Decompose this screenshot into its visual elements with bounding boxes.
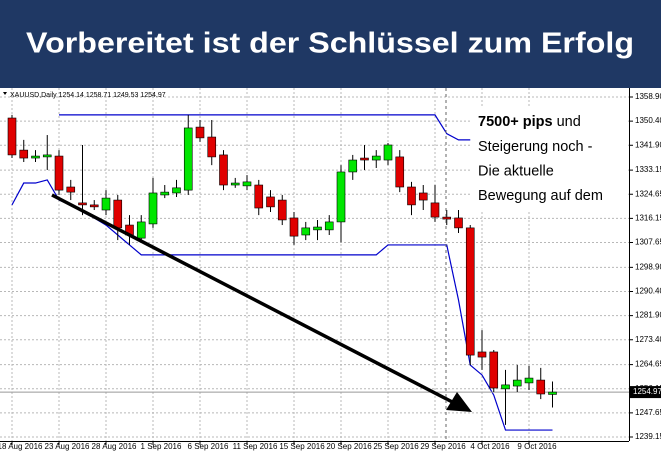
channel-line <box>59 114 471 141</box>
annotation-bg <box>470 106 628 210</box>
candle-body <box>242 181 252 187</box>
candle-body <box>301 227 311 236</box>
candle-body <box>54 155 64 191</box>
candle-body <box>418 192 428 201</box>
y-tick-label: 1316.15 <box>635 213 661 222</box>
candle-body <box>371 155 381 161</box>
annotation-line: 7500+ pips und <box>478 114 581 130</box>
y-tick-label: 1290.40 <box>635 287 661 296</box>
candle-body <box>277 199 287 221</box>
candle-body <box>195 126 205 139</box>
candle-body <box>548 391 557 395</box>
candle-body <box>219 154 228 186</box>
candle-body <box>183 127 193 191</box>
y-tick-label: 1239.15 <box>635 432 661 441</box>
annotation-line: Steigerung noch - <box>478 139 593 155</box>
candle-body <box>477 351 487 358</box>
x-tick-label: 6 Sep 2016 <box>188 442 229 451</box>
y-tick-label: 1333.15 <box>635 165 661 174</box>
x-tick-label: 28 Aug 2016 <box>92 442 137 451</box>
plot-layer: 7500+ pips und Steigerung noch - Die aktue… <box>0 88 629 441</box>
x-tick-label: 29 Sep 2016 <box>420 442 466 451</box>
y-tick-label: 1273.40 <box>635 335 661 344</box>
candle-body <box>230 182 240 186</box>
candle-body <box>324 221 334 231</box>
y-tick-label: 1358.90 <box>635 92 661 101</box>
annotation-bold: 7500+ pips <box>478 114 553 130</box>
candle-body <box>454 217 463 229</box>
candle-body <box>254 184 264 209</box>
candle-body <box>289 217 299 237</box>
y-tick-label: 1281.90 <box>635 311 661 320</box>
candle-body <box>7 117 17 156</box>
x-tick-label: 1 Sep 2016 <box>141 442 182 451</box>
candle-body <box>42 154 52 158</box>
x-tick-label: 20 Sep 2016 <box>326 442 372 451</box>
candle-body <box>336 171 346 223</box>
y-tick-label: 1298.90 <box>635 262 661 271</box>
y-tick-label: 1247.65 <box>635 408 661 417</box>
x-tick-label: 18 Aug 2016 <box>0 442 43 451</box>
candle-body <box>19 149 29 159</box>
candle-body <box>395 156 405 188</box>
x-tick-label: 4 Oct 2016 <box>470 442 510 451</box>
x-tick-label: 11 Sep 2016 <box>233 442 278 451</box>
x-tick-label: 25 Sep 2016 <box>373 442 419 451</box>
candle-body <box>313 226 322 231</box>
candle-body <box>160 191 170 196</box>
symbol-marker <box>3 92 7 95</box>
candle-body <box>360 157 369 161</box>
x-tick-label: 15 Sep 2016 <box>279 442 325 451</box>
y-tick-label: 1341.90 <box>635 140 661 149</box>
candle-body <box>383 144 393 161</box>
x-tick-label: 23 Aug 2016 <box>45 442 90 451</box>
candle-body <box>136 221 146 239</box>
banner <box>0 0 661 88</box>
y-tick-label: 1350.40 <box>635 116 661 125</box>
y-tick-label: 1307.65 <box>635 238 661 247</box>
y-tick-label: 1324.65 <box>635 189 661 198</box>
candle-body <box>524 377 534 384</box>
annotation-line: Die aktuelle <box>478 163 554 179</box>
annotation-line: Bewegung auf dem <box>478 188 603 204</box>
candle-body <box>31 155 40 159</box>
candle-body <box>207 136 217 158</box>
candle-body <box>113 199 123 229</box>
candle-body <box>430 202 440 218</box>
candle-body <box>148 192 158 225</box>
current-price-box <box>630 386 661 399</box>
candle-body <box>489 351 499 389</box>
x-tick-label: 9 Oct 2016 <box>517 442 557 451</box>
candle-body <box>66 186 76 193</box>
chart-title: Vorbereitet ist der Schlüssel zum Erfolg <box>26 28 634 60</box>
current-price-label: 1254.97 <box>633 387 661 396</box>
candle-body <box>89 204 99 208</box>
candle-body <box>348 159 358 173</box>
annotation-text: und <box>553 114 581 130</box>
candle-body <box>78 202 87 206</box>
candle-body <box>465 227 475 356</box>
candle-body <box>536 379 546 395</box>
candle-body <box>266 196 275 208</box>
y-tick-label: 1264.65 <box>635 360 661 369</box>
candle-body <box>172 187 181 194</box>
candle-body <box>442 216 452 220</box>
candle-body <box>501 384 510 390</box>
trend-arrow-head <box>446 392 472 412</box>
candle-body <box>407 186 416 206</box>
candle-body <box>512 379 522 387</box>
symbol-info: XAUUSD,Daily 1254.14 1258.71 1249.53 125… <box>10 92 166 99</box>
candle-body <box>101 197 111 211</box>
trend-arrow <box>51 193 463 409</box>
